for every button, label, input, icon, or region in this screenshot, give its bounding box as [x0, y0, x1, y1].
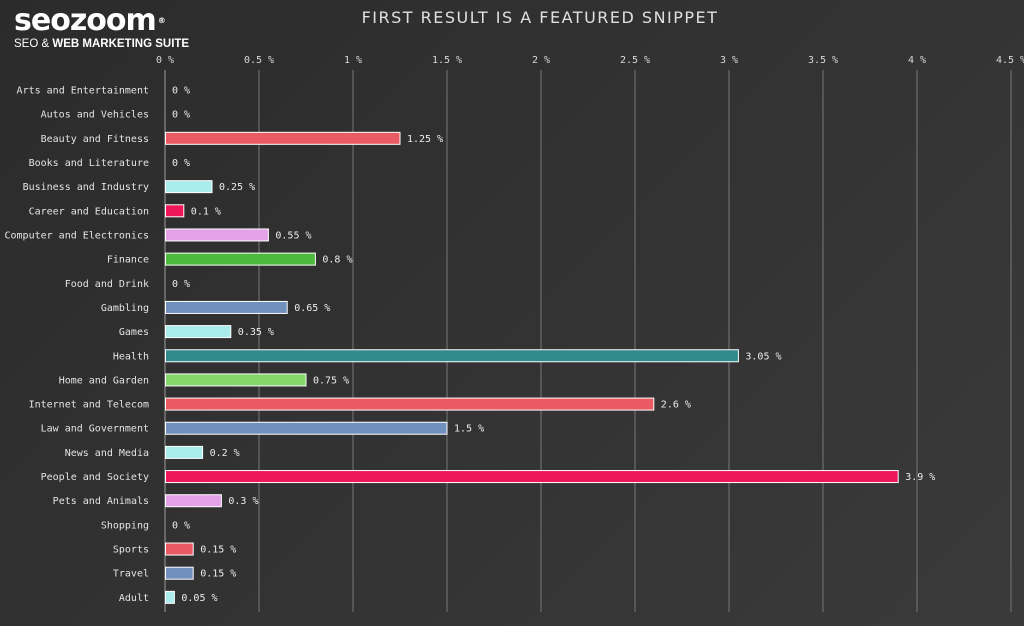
category-label: People and Society: [41, 472, 149, 483]
category-label: Games: [119, 327, 149, 338]
category-label: Finance: [107, 255, 149, 266]
category-label: Pets and Animals: [53, 496, 149, 507]
data-label: 0.15 %: [200, 545, 236, 556]
bar: [165, 421, 448, 435]
x-tick-label: 2.5 %: [620, 55, 650, 66]
bar: [165, 204, 185, 218]
data-label: 0.35 %: [238, 327, 274, 338]
data-label: 0 %: [172, 158, 190, 169]
category-label: Computer and Electronics: [5, 230, 150, 241]
category-label: Travel: [113, 569, 149, 580]
data-label: 0.8 %: [322, 255, 352, 266]
data-label: 0.25 %: [219, 182, 255, 193]
bar: [165, 373, 307, 387]
bar: [165, 566, 194, 580]
category-label: News and Media: [65, 448, 149, 459]
data-label: 0.55 %: [275, 230, 311, 241]
data-label: 0.65 %: [294, 303, 330, 314]
data-label: 0.15 %: [200, 569, 236, 580]
data-label: 2.6 %: [661, 400, 691, 411]
bar: [165, 494, 222, 508]
category-label: Internet and Telecom: [29, 400, 149, 411]
data-label: 0 %: [172, 110, 190, 121]
x-tick-label: 2 %: [532, 55, 550, 66]
bar: [165, 325, 232, 339]
data-label: 0.1 %: [191, 206, 221, 217]
logo-tagline-prefix: SEO &: [14, 38, 53, 50]
bar: [165, 397, 655, 411]
data-label: 1.5 %: [454, 424, 484, 435]
bar: [165, 228, 269, 242]
bar: [165, 252, 316, 266]
data-label: 0.3 %: [228, 496, 258, 507]
category-label: Home and Garden: [59, 375, 149, 386]
bar: [165, 445, 204, 459]
x-tick-label: 1.5 %: [432, 55, 462, 66]
x-tick-label: 4.5 %: [996, 55, 1024, 66]
category-label: Arts and Entertainment: [17, 86, 149, 97]
x-tick-label: 4 %: [908, 55, 926, 66]
logo-wordmark: seozoom: [14, 3, 157, 38]
x-tick-label: 3 %: [720, 55, 738, 66]
registered-mark: ®: [157, 16, 166, 25]
category-label: Law and Government: [41, 424, 149, 435]
data-label: 0 %: [172, 279, 190, 290]
category-label: Autos and Vehicles: [41, 110, 149, 121]
data-label: 0.75 %: [313, 375, 349, 386]
x-tick-label: 0 %: [156, 55, 174, 66]
bar: [165, 180, 213, 194]
category-label: Gambling: [101, 303, 149, 314]
logo-tagline-bold: WEB MARKETING SUITE: [52, 38, 190, 50]
bar: [165, 470, 899, 484]
x-tick-label: 3.5 %: [808, 55, 838, 66]
data-label: 3.9 %: [905, 472, 935, 483]
category-label: Food and Drink: [65, 279, 149, 290]
seozoom-logo: seozoom ® SEO & WEB MARKETING SUITE: [14, 3, 189, 51]
bar: [165, 590, 175, 604]
category-label: Adult: [119, 593, 149, 604]
category-label: Shopping: [101, 520, 149, 531]
logo-tagline: SEO & WEB MARKETING SUITE: [14, 38, 189, 50]
x-tick-label: 0.5 %: [244, 55, 274, 66]
bar: [165, 542, 194, 556]
bar: [165, 349, 739, 363]
chart-title: FIRST RESULT IS A FEATURED SNIPPET: [361, 8, 719, 27]
category-label: Books and Literature: [29, 158, 149, 169]
bar: [165, 131, 401, 145]
category-label: Health: [113, 351, 149, 362]
x-tick-label: 1 %: [344, 55, 362, 66]
category-label: Beauty and Fitness: [41, 134, 149, 145]
data-label: 0 %: [172, 520, 190, 531]
data-label: 0.05 %: [181, 593, 217, 604]
data-label: 3.05 %: [745, 351, 781, 362]
category-label: Business and Industry: [23, 182, 149, 193]
data-label: 1.25 %: [407, 134, 443, 145]
data-label: 0.2 %: [210, 448, 240, 459]
bar: [165, 300, 288, 314]
data-label: 0 %: [172, 86, 190, 97]
category-label: Sports: [113, 545, 149, 556]
category-label: Career and Education: [29, 206, 149, 217]
